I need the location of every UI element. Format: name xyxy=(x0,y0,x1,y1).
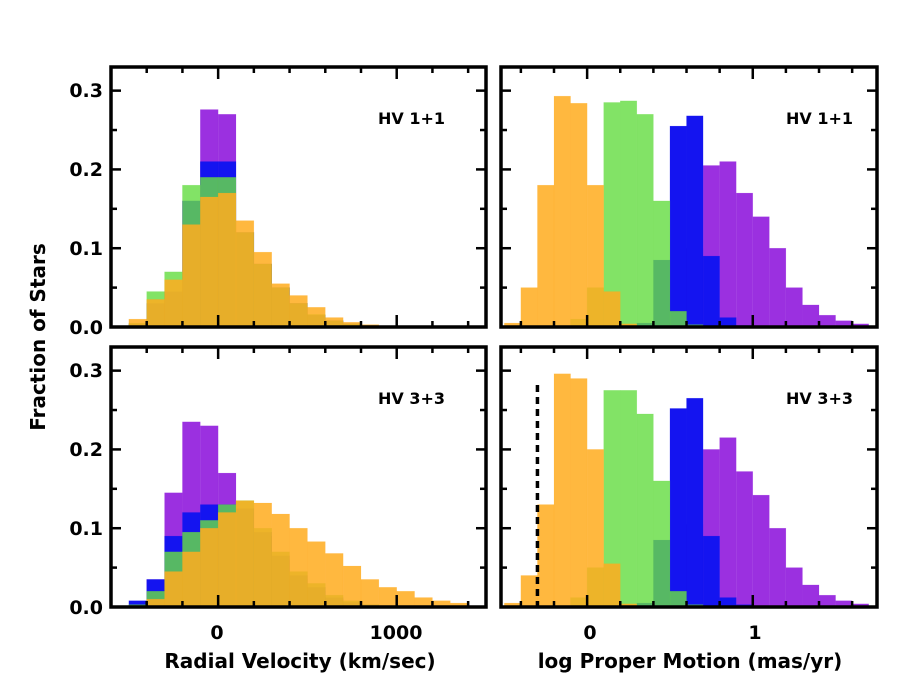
bar-purple-19 xyxy=(818,314,836,328)
bar-orange-5 xyxy=(217,192,237,328)
plot-frame xyxy=(499,65,879,329)
plot-frame xyxy=(109,65,488,329)
panel-label-top-left: HV 1+1 xyxy=(378,109,445,128)
bar-green-7 xyxy=(620,390,638,608)
panel-hv33-proper-motion xyxy=(499,345,879,609)
bar-orange-1 xyxy=(520,575,538,608)
bar-orange-9 xyxy=(289,527,308,608)
bar-orange-3 xyxy=(553,95,571,328)
bar-orange-13 xyxy=(360,579,380,608)
xtick-label-pm-1: 1 xyxy=(748,622,761,644)
x-axis-label-proper-motion: log Proper Motion (mas/yr) xyxy=(538,649,843,673)
panel-label-bottom-right: HV 3+3 xyxy=(786,389,853,408)
bar-orange-1 xyxy=(520,287,538,328)
bar-green-10 xyxy=(669,310,687,328)
bar-orange-10 xyxy=(307,541,326,608)
xtick-label-pm-0: 0 xyxy=(583,622,596,644)
bar-orange-15 xyxy=(396,590,415,608)
ytick-label-bottom-3: 0.3 xyxy=(69,360,103,382)
bar-orange-2 xyxy=(164,279,183,328)
ytick-label-bottom-2: 0.2 xyxy=(69,439,103,461)
ytick-label-top-0: 0.0 xyxy=(69,317,103,339)
bar-orange-5 xyxy=(217,512,237,608)
bar-purple-15 xyxy=(752,494,770,608)
bar-purple-18 xyxy=(802,304,820,328)
panel-hv33-radial-velocity xyxy=(109,345,488,609)
bar-purple-19 xyxy=(818,594,836,608)
bar-orange-10 xyxy=(307,307,326,328)
plot-frame xyxy=(109,345,488,609)
panel-label-top-right: HV 1+1 xyxy=(786,109,853,128)
bar-green-8 xyxy=(636,413,654,608)
bar-purple-14 xyxy=(735,192,754,328)
bar-orange-11 xyxy=(325,553,344,608)
bar-orange-14 xyxy=(378,587,397,608)
bar-orange-8 xyxy=(271,513,290,608)
bar-blue-11 xyxy=(686,115,704,328)
ytick-label-top-1: 0.1 xyxy=(69,238,103,260)
panel-hv11-proper-motion xyxy=(499,65,879,329)
bar-purple-16 xyxy=(769,247,787,328)
bar-blue-10 xyxy=(669,408,687,608)
bar-orange-3 xyxy=(182,224,201,328)
bar-orange-3 xyxy=(182,551,201,608)
bar-orange-6 xyxy=(603,563,621,608)
bar-green-9 xyxy=(653,480,671,608)
bar-purple-16 xyxy=(769,527,787,608)
bar-orange-6 xyxy=(235,500,255,608)
xtick-label-rv-0: 0 xyxy=(210,622,223,644)
bar-green-10 xyxy=(669,590,687,608)
bar-orange-7 xyxy=(253,251,272,328)
bar-purple-13 xyxy=(719,161,737,328)
bar-purple-13 xyxy=(719,437,737,608)
bar-green-9 xyxy=(653,200,671,328)
bar-orange-7 xyxy=(253,502,272,608)
bar-purple-15 xyxy=(752,216,770,328)
bar-blue-11 xyxy=(686,397,704,608)
bar-orange-5 xyxy=(586,449,604,608)
xtick-label-rv-1000: 1000 xyxy=(370,622,423,644)
bar-orange-3 xyxy=(553,373,571,608)
ytick-label-bottom-1: 0.1 xyxy=(69,518,103,540)
bar-purple-17 xyxy=(785,567,803,608)
bar-orange-5 xyxy=(586,184,604,328)
x-axis-label-radial-velocity: Radial Velocity (km/sec) xyxy=(164,649,435,673)
bar-orange-4 xyxy=(570,102,588,328)
bar-orange-6 xyxy=(603,291,621,328)
bar-blue-10 xyxy=(669,125,687,328)
y-axis-label: Fraction of Stars xyxy=(26,243,50,431)
bar-orange-1 xyxy=(146,299,165,328)
bar-orange-4 xyxy=(200,196,219,328)
panel-label-bottom-left: HV 3+3 xyxy=(378,389,445,408)
panel-hv11-radial-velocity xyxy=(109,65,488,329)
bar-orange-2 xyxy=(537,504,555,608)
bar-orange-4 xyxy=(200,527,219,608)
bar-orange-8 xyxy=(271,283,290,328)
ytick-label-top-3: 0.3 xyxy=(69,80,103,102)
bar-blue-12 xyxy=(702,535,720,608)
bar-blue-12 xyxy=(702,255,720,328)
bar-green-7 xyxy=(620,100,638,328)
bar-orange-12 xyxy=(342,565,362,608)
bar-purple-18 xyxy=(802,584,820,608)
bar-orange-6 xyxy=(235,220,255,328)
bar-orange-2 xyxy=(537,184,555,328)
bar-purple-14 xyxy=(735,471,754,608)
bar-purple-17 xyxy=(785,287,803,328)
bar-orange-9 xyxy=(289,295,308,328)
bar-green-8 xyxy=(636,114,654,328)
bar-orange-4 xyxy=(570,378,588,608)
ytick-label-bottom-0: 0.0 xyxy=(69,597,103,619)
bar-orange-2 xyxy=(164,571,183,608)
plot-frame xyxy=(499,345,879,609)
ytick-label-top-2: 0.2 xyxy=(69,159,103,181)
